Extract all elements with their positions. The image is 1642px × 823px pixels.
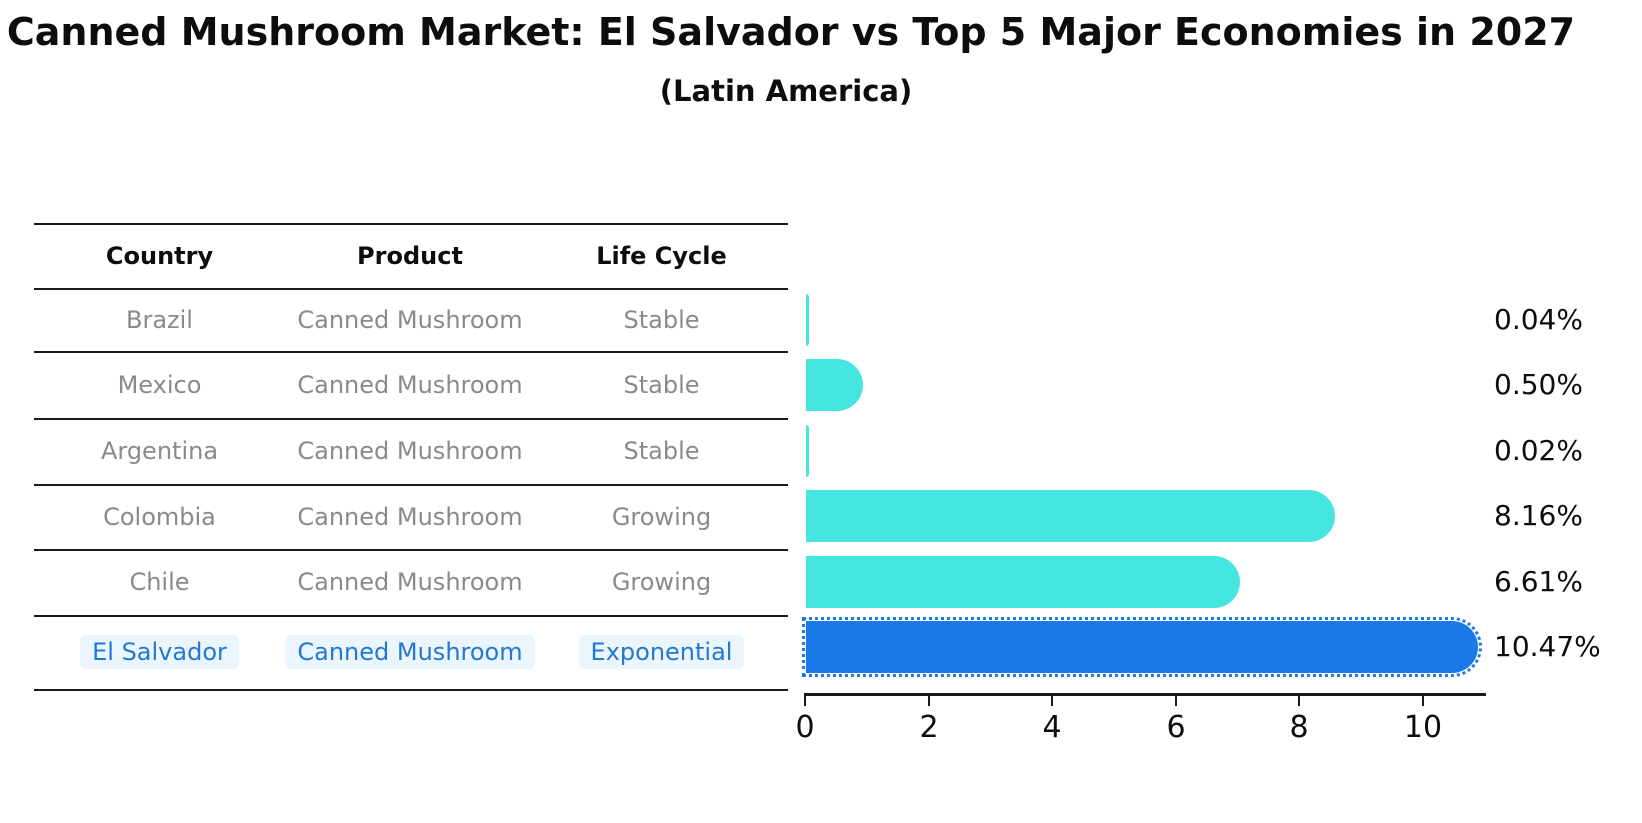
cell-country: Mexico [117,370,202,399]
highlight-country: El Salvador [80,635,239,669]
chart-subtitle: (Latin America) [659,74,913,108]
bar-colombia [806,490,1336,542]
cell-lifecycle: Stable [623,437,700,465]
table-row-brazil: Brazil Canned Mushroom Stable [34,288,788,351]
table-divider [34,288,788,290]
bar-chile [806,556,1240,608]
header-cell-life-cycle: Life Cycle [596,241,727,270]
x-tick-label: 8 [1289,710,1309,745]
cell-product: Canned Mushroom [297,305,523,334]
x-tick [1051,695,1053,706]
x-tick-label: 4 [1042,710,1062,745]
bar-argentina [806,425,809,477]
table-row-chile: Chile Canned Mushroom Growing [34,549,788,615]
bar-el-salvador [801,616,1483,678]
x-tick-label: 6 [1166,710,1186,745]
cell-country: El Salvador [34,635,285,669]
header-cell-country: Country [105,241,214,270]
chart-title: Canned Mushroom Market: El Salvador vs T… [6,10,1576,54]
table-row-el-salvador: El Salvador Canned Mushroom Exponential [34,615,788,689]
cell-lifecycle: Exponential [535,635,788,669]
x-axis-line [804,693,1486,696]
x-tick [804,695,806,706]
value-label-mexico: 0.50% [1494,368,1583,401]
cell-country: Brazil [126,305,193,334]
value-label-colombia: 8.16% [1494,499,1583,532]
cell-lifecycle: Stable [623,370,700,399]
cell-product: Canned Mushroom [285,635,535,669]
cell-country: Colombia [103,502,216,531]
value-label-el-salvador: 10.47% [1494,630,1601,663]
highlight-product: Canned Mushroom [285,635,535,669]
bar-mexico [806,359,863,411]
table-header-row: Country Product Life Cycle [34,223,788,288]
table-row-mexico: Mexico Canned Mushroom Stable [34,351,788,418]
header-cell-product: Product [357,241,463,270]
x-tick [1422,695,1424,706]
cell-lifecycle: Growing [611,502,712,531]
cell-product: Canned Mushroom [297,568,523,596]
x-tick [1175,695,1177,706]
cell-country: Chile [129,568,190,596]
value-label-argentina: 0.02% [1494,434,1583,467]
cell-product: Canned Mushroom [297,502,523,531]
cell-lifecycle: Stable [623,305,700,334]
table-divider [34,549,788,551]
x-tick [1298,695,1300,706]
x-tick-label: 2 [919,710,939,745]
table-divider [34,689,788,691]
x-tick-label: 0 [795,710,815,745]
table-row-colombia: Colombia Canned Mushroom Growing [34,484,788,549]
bar-brazil [806,294,809,346]
cell-product: Canned Mushroom [297,370,523,399]
value-label-chile: 6.61% [1494,565,1583,598]
table-divider [34,484,788,486]
x-tick-label: 10 [1403,710,1443,745]
cell-product: Canned Mushroom [297,437,523,465]
cell-lifecycle: Growing [611,568,712,596]
table-divider [34,418,788,420]
x-tick [928,695,930,706]
value-label-brazil: 0.04% [1494,303,1583,336]
table-divider [34,351,788,353]
cell-country: Argentina [100,437,219,465]
table-divider [34,615,788,617]
highlight-lifecycle: Exponential [578,635,745,669]
table-divider [34,223,788,225]
table-row-argentina: Argentina Canned Mushroom Stable [34,418,788,484]
